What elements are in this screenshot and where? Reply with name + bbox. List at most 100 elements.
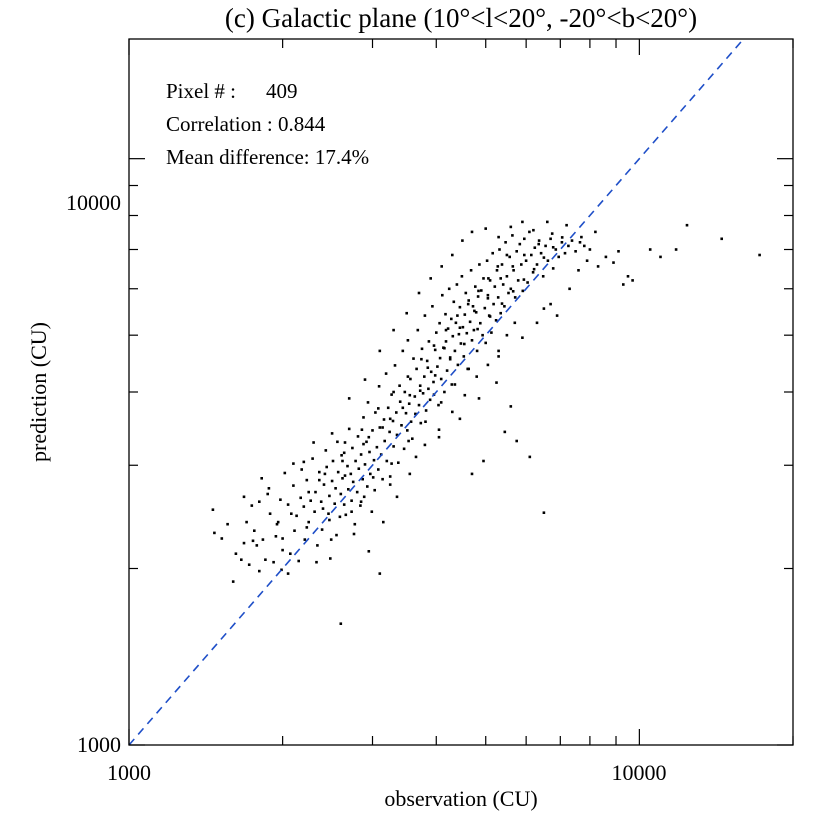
data-point [395, 433, 399, 437]
data-point [505, 333, 509, 337]
chart-title: (c) Galactic plane (10°<l<20°, -20°<b<20… [225, 3, 697, 33]
data-point [377, 385, 381, 388]
data-point [421, 392, 425, 395]
data-point [344, 513, 348, 517]
data-point [463, 342, 466, 346]
data-point [464, 291, 468, 295]
data-point [414, 412, 417, 416]
data-point [522, 278, 526, 281]
data-point [456, 314, 459, 317]
data-point [578, 241, 582, 244]
data-point [406, 429, 409, 432]
data-point [482, 277, 485, 280]
data-point [266, 492, 269, 496]
data-point [290, 512, 293, 515]
data-point [281, 537, 284, 540]
data-point [381, 477, 384, 481]
data-point [407, 402, 411, 405]
data-point [560, 236, 564, 239]
data-point [454, 321, 458, 325]
data-point [551, 267, 555, 270]
data-point [329, 538, 333, 541]
data-point [424, 420, 427, 423]
data-point [570, 239, 574, 242]
data-point [450, 383, 454, 386]
data-point [329, 557, 332, 560]
data-point [275, 522, 279, 526]
data-point [405, 311, 408, 315]
data-point [420, 347, 424, 351]
data-point [276, 520, 280, 524]
data-point [407, 439, 410, 443]
data-point [307, 490, 310, 494]
annotation-pixel-value: 409 [266, 79, 298, 103]
data-point [335, 533, 338, 537]
data-point [467, 299, 470, 302]
data-point [557, 255, 560, 259]
data-point [535, 321, 539, 325]
data-point [585, 259, 589, 262]
data-point [485, 259, 489, 262]
y-tick-label-10000: 10000 [66, 190, 121, 215]
data-point [685, 223, 689, 227]
data-point [720, 237, 723, 241]
data-point [413, 395, 417, 398]
data-point [247, 563, 251, 566]
data-point [503, 305, 506, 308]
data-point [444, 312, 447, 316]
data-point [293, 529, 296, 532]
data-point [340, 454, 343, 457]
data-point [272, 560, 275, 564]
data-point [453, 349, 457, 353]
data-point [480, 289, 483, 292]
data-point [441, 293, 444, 297]
data-point [476, 327, 479, 331]
annotation-pixel-label: Pixel # : [166, 79, 236, 103]
data-point [365, 440, 368, 444]
data-point [508, 255, 511, 259]
data-point [580, 235, 583, 239]
data-point [316, 544, 319, 547]
data-point [458, 305, 462, 309]
data-point [292, 462, 295, 465]
data-point [518, 242, 522, 246]
data-point [338, 515, 342, 519]
data-point [444, 328, 448, 332]
data-point [468, 320, 472, 324]
data-point [488, 315, 492, 318]
data-point [350, 510, 353, 513]
data-point [512, 269, 515, 272]
data-point [457, 332, 461, 336]
data-point [357, 467, 361, 470]
data-point [622, 283, 625, 286]
data-point [439, 401, 443, 404]
data-point [213, 531, 216, 535]
data-point [496, 265, 500, 268]
data-point [426, 366, 430, 369]
data-point [258, 569, 261, 573]
data-point [499, 311, 502, 315]
data-point [251, 539, 255, 543]
data-point [250, 504, 254, 507]
data-point [312, 441, 315, 444]
y-tick-label-1000: 1000 [77, 732, 121, 757]
data-point [372, 458, 376, 462]
data-point [267, 487, 271, 490]
data-point [388, 417, 392, 421]
data-point [226, 522, 229, 526]
data-point [451, 253, 454, 257]
data-point [323, 472, 327, 476]
data-point [451, 334, 455, 338]
data-point [328, 518, 331, 522]
data-point [448, 356, 452, 359]
data-point [423, 314, 427, 317]
data-point [544, 244, 547, 248]
data-point [539, 251, 543, 255]
data-point [604, 255, 608, 259]
data-point [537, 239, 541, 242]
data-point [612, 261, 615, 264]
data-point [363, 463, 367, 466]
data-point [342, 503, 346, 506]
data-point [532, 267, 536, 271]
